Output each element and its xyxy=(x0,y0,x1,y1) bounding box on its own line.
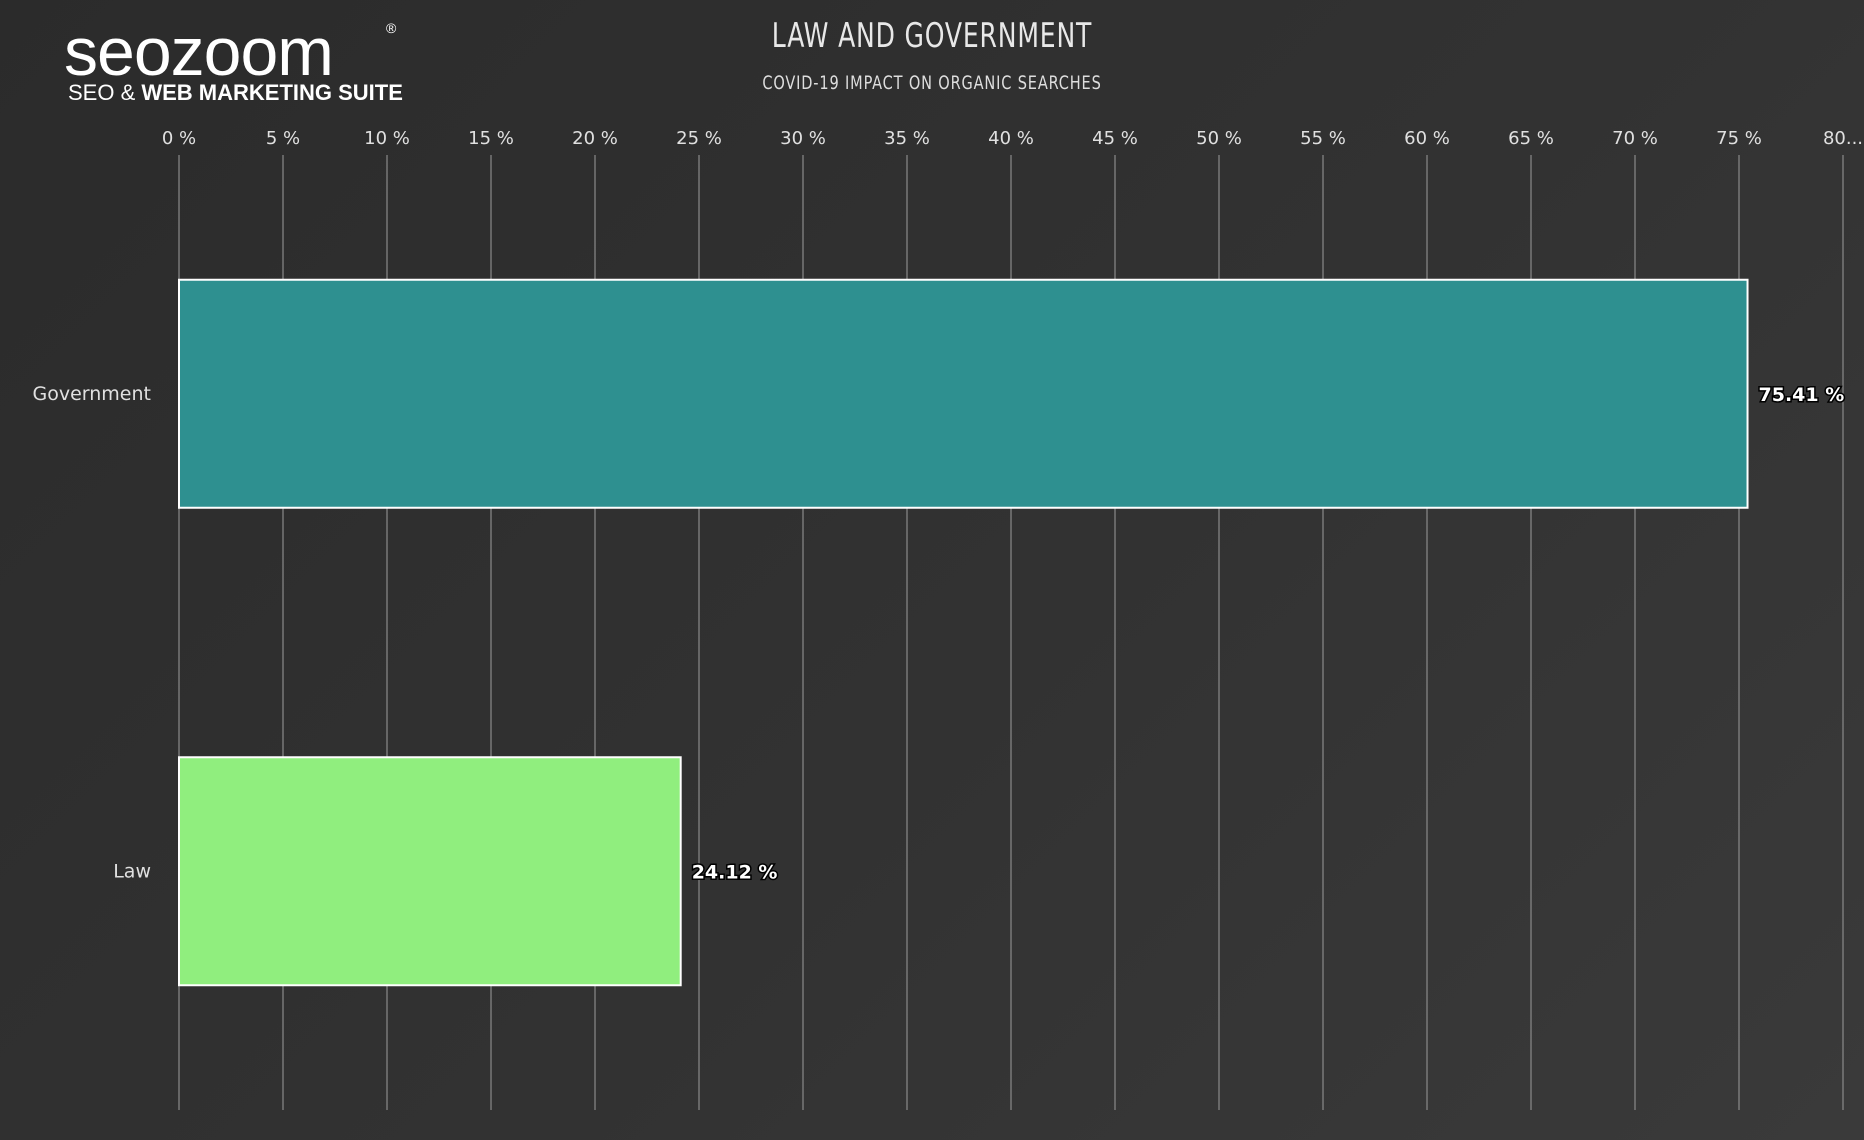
bar-value-label: 24.12 % xyxy=(692,861,778,883)
bar-law[interactable] xyxy=(178,756,682,987)
x-tick-label: 65 % xyxy=(1508,128,1554,149)
x-tick-label: 15 % xyxy=(468,128,514,149)
logo-wordmark: seozoom xyxy=(64,14,334,90)
x-tick-label: 50 % xyxy=(1196,128,1242,149)
x-tick-label: 30 % xyxy=(780,128,826,149)
chart-subtitle: COVID-19 IMPACT ON ORGANIC SEARCHES xyxy=(762,72,1102,94)
x-tick-label: 45 % xyxy=(1092,128,1138,149)
y-category-label: Government xyxy=(33,383,152,405)
x-tick-label: 60 % xyxy=(1404,128,1450,149)
logo-tagline: SEO & WEB MARKETING SUITE xyxy=(68,80,403,106)
y-category-label: Law xyxy=(113,860,151,882)
seozoom-logo: seozoom ® SEO & WEB MARKETING SUITE xyxy=(64,14,404,108)
chart-title: LAW AND GOVERNMENT xyxy=(771,16,1093,56)
logo-tagline-prefix: SEO & xyxy=(68,80,142,105)
x-tick-label: 80... xyxy=(1823,128,1863,149)
logo-registered-mark: ® xyxy=(386,20,397,36)
bar-value-label: 75.41 % xyxy=(1759,384,1845,406)
x-tick-label: 55 % xyxy=(1300,128,1346,149)
x-tick-label: 40 % xyxy=(988,128,1034,149)
x-tick-label: 75 % xyxy=(1716,128,1762,149)
x-tick-label: 0 % xyxy=(162,128,196,149)
x-tick-label: 10 % xyxy=(364,128,410,149)
x-tick-label: 5 % xyxy=(266,128,300,149)
logo-tagline-bold: WEB MARKETING SUITE xyxy=(141,80,403,105)
bar-government[interactable] xyxy=(178,278,1749,509)
x-tick-label: 35 % xyxy=(884,128,930,149)
x-tick-label: 70 % xyxy=(1612,128,1658,149)
x-tick-label: 20 % xyxy=(572,128,618,149)
x-tick-label: 25 % xyxy=(676,128,722,149)
